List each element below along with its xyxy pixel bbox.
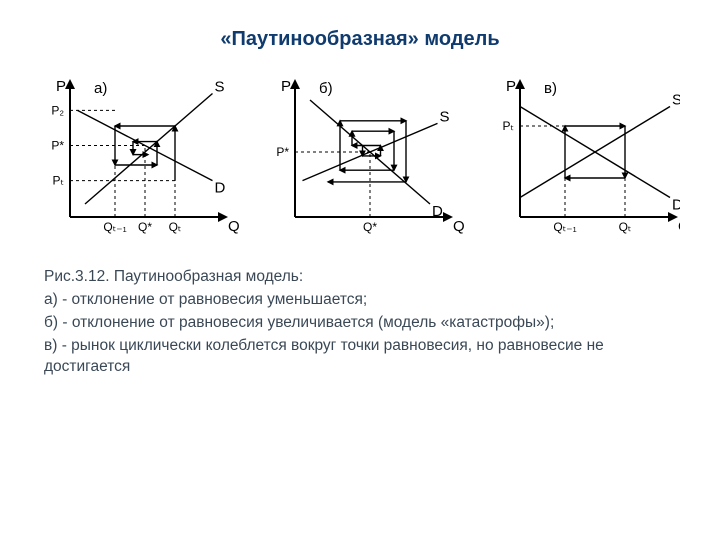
svg-text:Qₜ₋₁: Qₜ₋₁ (553, 220, 576, 234)
caption-c: в) - рынок циклически колеблется вокруг … (44, 336, 676, 378)
svg-text:в): в) (544, 80, 557, 97)
svg-text:Q*: Q* (363, 220, 377, 234)
svg-text:P: P (56, 78, 66, 95)
svg-text:Pₜ: Pₜ (52, 174, 64, 188)
figure-caption: Рис.3.12. Паутинообразная модель: а) - о… (44, 267, 676, 378)
svg-text:S: S (215, 79, 225, 96)
svg-text:Qₜ₋₁: Qₜ₋₁ (103, 220, 126, 234)
caption-b: б) - отклонение от равновесия увеличивае… (44, 313, 676, 334)
caption-heading: Рис.3.12. Паутинообразная модель: (44, 267, 676, 288)
svg-text:S: S (440, 108, 450, 125)
svg-text:D: D (672, 197, 680, 214)
figure: P Qа) S D P₂ P* Pₜ Qₜ₋₁ Q* Qₜ P Qб) S D P* Q* P Qв) S D Pₜ Qₜ… (40, 67, 680, 247)
caption-a: а) - отклонение от равновесия уменьшаетс… (44, 290, 676, 311)
svg-text:P₂: P₂ (51, 103, 64, 117)
svg-text:Q: Q (228, 218, 240, 235)
svg-text:D: D (432, 203, 443, 220)
svg-text:Pₜ: Pₜ (502, 119, 514, 133)
svg-text:Q: Q (453, 218, 465, 235)
svg-text:P: P (506, 78, 516, 95)
svg-text:Q: Q (678, 218, 680, 235)
svg-text:а): а) (94, 80, 107, 97)
page-title: «Паутинообразная» модель (0, 0, 720, 67)
svg-text:S: S (672, 92, 680, 109)
svg-text:Qₜ: Qₜ (169, 220, 182, 234)
svg-text:Q*: Q* (138, 220, 152, 234)
svg-text:P*: P* (51, 139, 64, 153)
svg-text:P*: P* (276, 145, 289, 159)
cobweb-diagrams: P Qа) S D P₂ P* Pₜ Qₜ₋₁ Q* Qₜ P Qб) S D P* Q* P Qв) S D Pₜ Qₜ… (40, 67, 680, 247)
svg-text:P: P (281, 78, 291, 95)
svg-text:б): б) (319, 80, 333, 97)
svg-text:Qₜ: Qₜ (619, 220, 632, 234)
svg-text:D: D (215, 180, 226, 197)
